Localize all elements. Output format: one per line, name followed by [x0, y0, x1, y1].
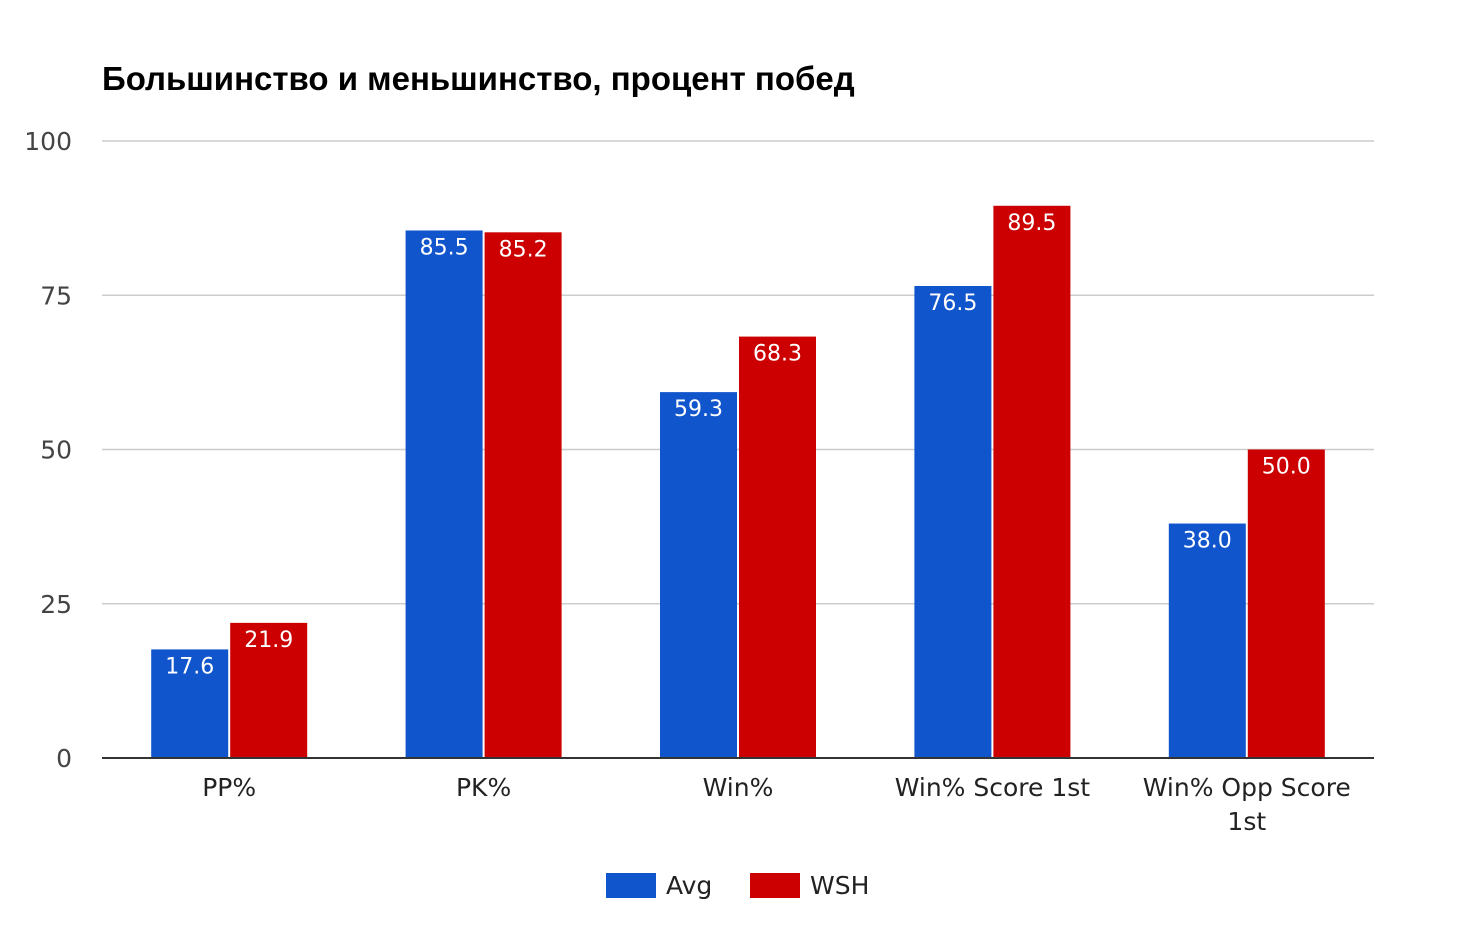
bars — [151, 205, 1325, 759]
y-tick-label: 75 — [40, 281, 72, 310]
data-label: 76.5 — [928, 291, 977, 316]
bar-avg-0 — [151, 649, 229, 758]
data-label: 89.5 — [1007, 211, 1056, 236]
chart-title: Большинство и меньшинство, процент побед — [102, 60, 855, 97]
legend-label-avg: Avg — [666, 871, 712, 900]
y-tick-label: 100 — [24, 127, 72, 156]
data-labels: 17.6 21.9 85.5 85.2 59.3 68.3 76.5 89.5 38.0 50.0 — [165, 211, 1311, 680]
bar-wsh-4 — [1247, 449, 1325, 758]
data-label: 38.0 — [1183, 529, 1232, 554]
bar-wsh-1 — [484, 232, 562, 759]
data-label: 21.9 — [244, 628, 293, 653]
y-axis-ticks: 0 25 50 75 100 — [24, 127, 72, 773]
gridlines — [102, 140, 1374, 605]
bar-avg-2 — [660, 392, 737, 758]
x-tick-label: Win% — [703, 773, 774, 802]
x-tick-label: 1st — [1227, 807, 1266, 836]
data-label: 50.0 — [1262, 455, 1311, 480]
data-label: 17.6 — [165, 654, 214, 679]
bar-wsh-2 — [739, 336, 816, 758]
legend-swatch-wsh — [750, 873, 800, 898]
y-tick-label: 25 — [40, 590, 72, 619]
data-label: 68.3 — [753, 342, 802, 367]
x-axis-ticks: PP% PK% Win% Win% Score 1st Win% Opp Score 1s… — [202, 773, 1351, 836]
data-label: 85.5 — [420, 235, 469, 260]
legend-swatch-avg — [606, 873, 656, 898]
data-label: 85.2 — [499, 237, 548, 262]
bar-avg-4 — [1168, 523, 1246, 758]
x-tick-label: Win% Score 1st — [895, 773, 1091, 802]
data-label: 59.3 — [674, 397, 723, 422]
x-tick-label: Win% Opp Score — [1143, 773, 1351, 802]
bar-avg-3 — [914, 285, 992, 758]
bar-wsh-0 — [230, 622, 308, 758]
legend-label-wsh: WSH — [810, 871, 869, 900]
legend: Avg WSH — [606, 871, 869, 900]
bar-avg-1 — [405, 230, 483, 759]
x-tick-label: PK% — [456, 773, 511, 802]
y-tick-label: 50 — [40, 436, 72, 465]
bar-wsh-3 — [993, 205, 1071, 758]
x-tick-label: PP% — [202, 773, 256, 802]
y-tick-label: 0 — [56, 744, 72, 773]
